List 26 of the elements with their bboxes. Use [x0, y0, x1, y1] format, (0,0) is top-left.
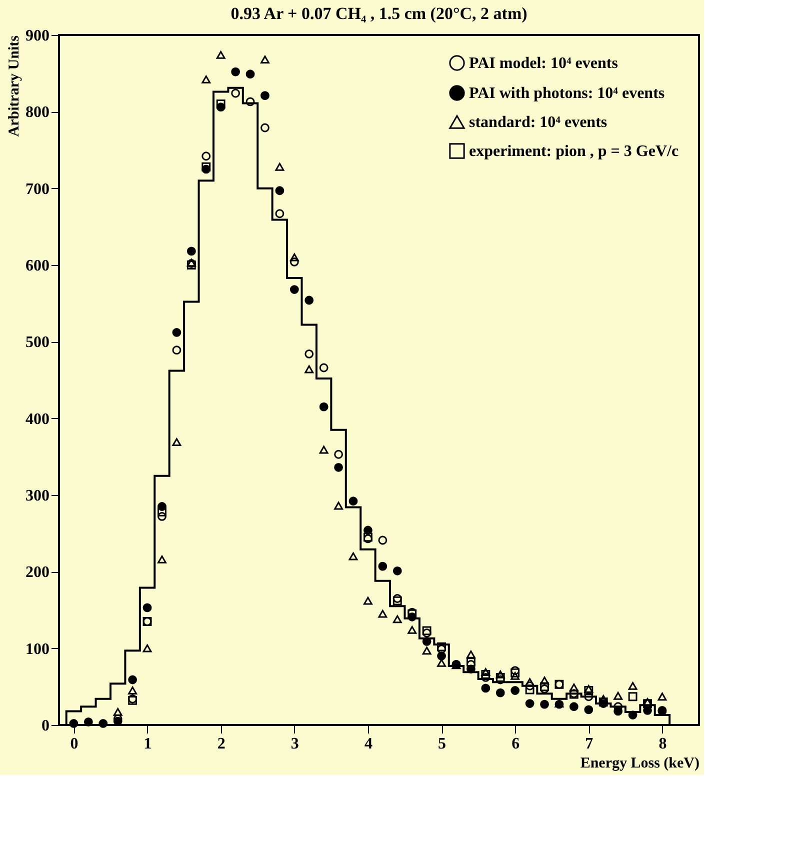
y-tick-label: 800	[26, 104, 50, 122]
x-tick-label: 1	[144, 736, 152, 752]
legend-label: experiment: pion , p = 3 GeV/c	[469, 143, 679, 160]
y-tick-label: 700	[26, 180, 50, 198]
x-tick-label: 5	[438, 736, 446, 752]
y-tick-label: 0	[42, 718, 50, 734]
y-axis-title: Arbitrary Units	[6, 35, 22, 137]
y-tick-label: 600	[26, 258, 50, 274]
y-tick-label: 100	[26, 640, 50, 658]
legend-label: standard: 10⁴ events	[469, 114, 608, 131]
y-tick-label: 500	[26, 334, 50, 352]
x-tick-label: 7	[585, 736, 594, 752]
x-tick-label: 3	[290, 736, 299, 752]
x-tick-label: 8	[658, 736, 667, 752]
y-tick-label: 300	[26, 488, 50, 504]
y-tick-label: 400	[26, 410, 50, 428]
x-tick-label: 6	[512, 736, 520, 752]
y-tick-label: 900	[26, 28, 50, 44]
x-tick-label: 4	[364, 736, 372, 752]
chart-title: 0.93 Ar + 0.07 CH₄ , 1.5 cm (20°C, 2 atm)	[230, 4, 528, 23]
legend-label: PAI with photons: 10⁴ events	[469, 85, 665, 102]
legend-label: PAI model: 10⁴ events	[469, 55, 618, 72]
x-axis-title: Energy Loss (keV)	[580, 756, 700, 772]
x-tick-label: 0	[70, 736, 78, 752]
y-tick-label: 200	[26, 564, 50, 582]
x-tick-label: 2	[217, 736, 226, 752]
